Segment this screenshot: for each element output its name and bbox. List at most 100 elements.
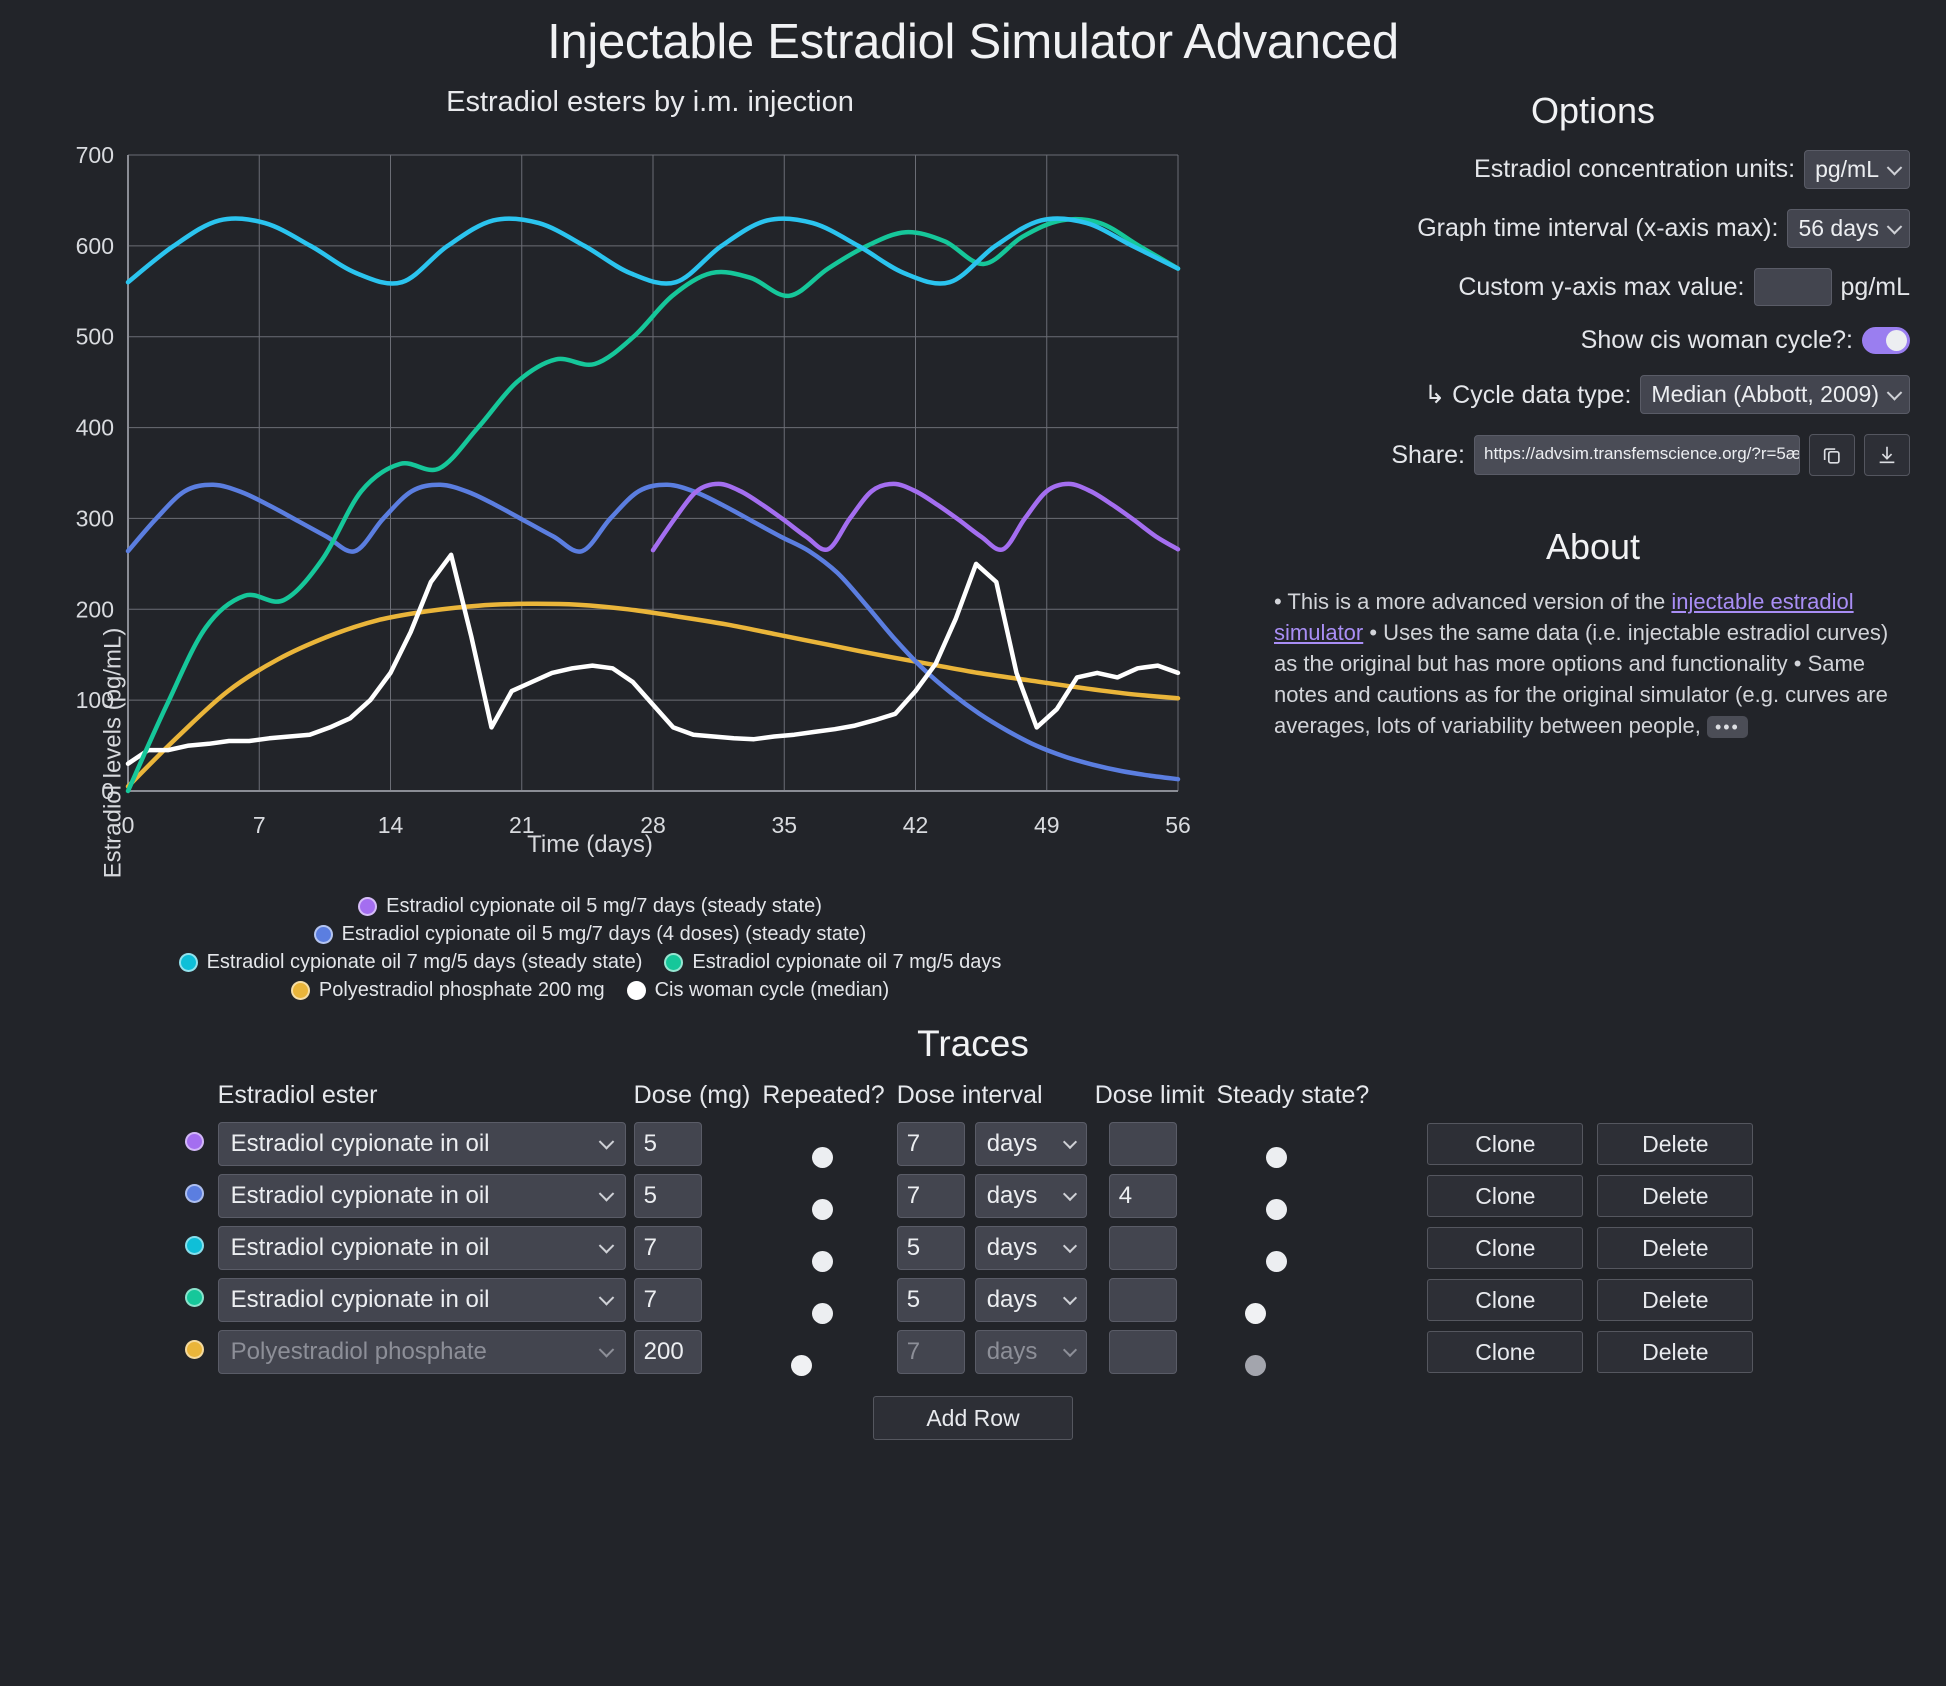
delete-button[interactable]: Delete [1597,1331,1754,1373]
show-more-button[interactable]: ••• [1706,716,1748,739]
svg-text:49: 49 [1034,812,1060,838]
ester-value: Estradiol cypionate in oil [230,1286,490,1313]
copy-icon[interactable] [1809,434,1855,476]
chevron-down-icon [1886,384,1903,401]
ester-select[interactable]: Polyestradiol phosphate [217,1330,626,1374]
trace-color-dot [184,1184,204,1203]
delete-button[interactable]: Delete [1597,1123,1754,1165]
repeated-cell [762,1330,896,1382]
interval-select[interactable]: 56 days [1787,209,1910,248]
delete-button[interactable]: Delete [1597,1279,1754,1321]
interval-input[interactable]: 7 [896,1174,965,1218]
about-rest: • Uses the same data (i.e. injectable es… [1274,620,1889,738]
ester-cell: Estradiol cypionate in oil [217,1122,634,1174]
table-row: Estradiol cypionate in oil 7 5 days Clone Del… [184,1226,1762,1278]
interval-unit-select[interactable]: days [974,1122,1087,1166]
dose-input[interactable]: 200 [633,1330,702,1374]
steady-state-cell [1216,1330,1381,1382]
ester-select[interactable]: Estradiol cypionate in oil [217,1174,626,1218]
legend-item[interactable]: Estradiol cypionate oil 5 mg/7 days (4 d… [313,923,867,946]
dose-limit-input[interactable] [1108,1330,1177,1374]
delete-button[interactable]: Delete [1597,1227,1754,1269]
show-cycle-toggle[interactable] [1862,327,1910,354]
svg-text:7: 7 [253,812,266,838]
ester-select[interactable]: Estradiol cypionate in oil [217,1278,626,1322]
interval-unit-value: days [986,1286,1038,1313]
svg-text:400: 400 [76,415,114,441]
legend-item[interactable]: Polyestradiol phosphate 200 mg [290,979,605,1002]
download-icon[interactable] [1864,434,1910,476]
svg-text:14: 14 [378,812,404,838]
legend-item[interactable]: Estradiol cypionate oil 5 mg/7 days (ste… [358,895,822,918]
dose-input[interactable]: 5 [633,1174,702,1218]
interval-input[interactable]: 5 [896,1278,965,1322]
chart-title: Estradiol esters by i.m. injection [446,86,854,118]
legend-item[interactable]: Estradiol cypionate oil 7 mg/5 days [664,951,1001,974]
options-panel: Options Estradiol concentration units: p… [1240,80,1946,1007]
dose-input[interactable]: 5 [633,1122,702,1166]
dose-cell: 5 [633,1174,763,1226]
chart-panel: Estradiol esters by i.m. injection 0 100 2… [0,80,1240,1007]
clone-button[interactable]: Clone [1427,1175,1584,1217]
ymax-input[interactable] [1753,268,1832,306]
legend-row: Estradiol cypionate oil 5 mg/7 days (ste… [20,895,1160,918]
add-row-button[interactable]: Add Row [873,1396,1073,1440]
cycle-type-row: ↳ Cycle data type: Median (Abbott, 2009) [1240,375,1946,414]
chevron-down-icon [1062,1134,1077,1150]
interval-input[interactable]: 7 [896,1122,965,1166]
ester-select[interactable]: Estradiol cypionate in oil [217,1122,626,1166]
interval-unit-value: days [986,1182,1038,1209]
ester-select[interactable]: Estradiol cypionate in oil [217,1226,626,1270]
interval-unit-value: days [986,1338,1038,1365]
dose-cell: 7 [633,1278,763,1330]
steady-state-cell [1216,1122,1381,1174]
chart-legend: Estradiol cypionate oil 5 mg/7 days (ste… [0,895,1160,1002]
svg-text:200: 200 [76,596,114,622]
legend-label: Estradiol cypionate oil 5 mg/7 days (4 d… [341,923,867,945]
trace-color-dot [184,1340,204,1359]
legend-item[interactable]: Cis woman cycle (median) [626,979,890,1002]
trace-color-cell [184,1330,218,1382]
traces-heading: Traces [917,1023,1029,1064]
legend-item[interactable]: Estradiol cypionate oil 7 mg/5 days (ste… [178,951,643,974]
x-axis-label: Time (days) [527,831,653,858]
trace-color-cell [184,1226,218,1278]
dose-limit-input[interactable]: 4 [1108,1174,1177,1218]
units-select[interactable]: pg/mL [1804,150,1910,189]
ester-cell: Estradiol cypionate in oil [217,1226,634,1278]
dose-input[interactable]: 7 [633,1226,702,1270]
dose-limit-input[interactable] [1108,1122,1177,1166]
legend-label: Estradiol cypionate oil 7 mg/5 days (ste… [206,951,643,973]
interval-unit-select[interactable]: days [974,1226,1087,1270]
legend-color-dot [313,925,333,944]
interval-input[interactable]: 5 [896,1226,965,1270]
trace-color-dot [184,1236,204,1255]
clone-cell: Clone [1381,1122,1591,1174]
column-header: Dose (mg) [633,1081,751,1109]
share-input[interactable]: https://advsim.transfemscience.org/?r=5æ [1474,435,1800,475]
column-header: Dose interval [896,1081,1043,1109]
clone-cell: Clone [1381,1226,1591,1278]
clone-button[interactable]: Clone [1427,1279,1584,1321]
interval-unit-value: days [986,1234,1038,1261]
legend-label: Polyestradiol phosphate 200 mg [318,979,605,1001]
dose-limit-input[interactable] [1108,1278,1177,1322]
units-row: Estradiol concentration units: pg/mL [1240,150,1946,189]
clone-button[interactable]: Clone [1427,1331,1584,1373]
injectable-simulator-link[interactable]: injectable estradiol simulator [1274,589,1854,645]
svg-text:28: 28 [640,812,666,838]
legend-color-dot [664,953,684,972]
interval-unit-select[interactable]: days [974,1330,1087,1374]
interval-input[interactable]: 7 [896,1330,965,1374]
cycle-type-select[interactable]: Median (Abbott, 2009) [1640,375,1910,414]
clone-button[interactable]: Clone [1427,1227,1584,1269]
interval-unit-select[interactable]: days [974,1278,1087,1322]
legend-label: Cis woman cycle (median) [654,979,890,1001]
ester-value: Estradiol cypionate in oil [230,1130,490,1157]
delete-button[interactable]: Delete [1597,1175,1754,1217]
dose-input[interactable]: 7 [633,1278,702,1322]
repeated-cell [762,1122,896,1174]
dose-limit-input[interactable] [1108,1226,1177,1270]
clone-button[interactable]: Clone [1427,1123,1584,1165]
interval-unit-select[interactable]: days [974,1174,1087,1218]
